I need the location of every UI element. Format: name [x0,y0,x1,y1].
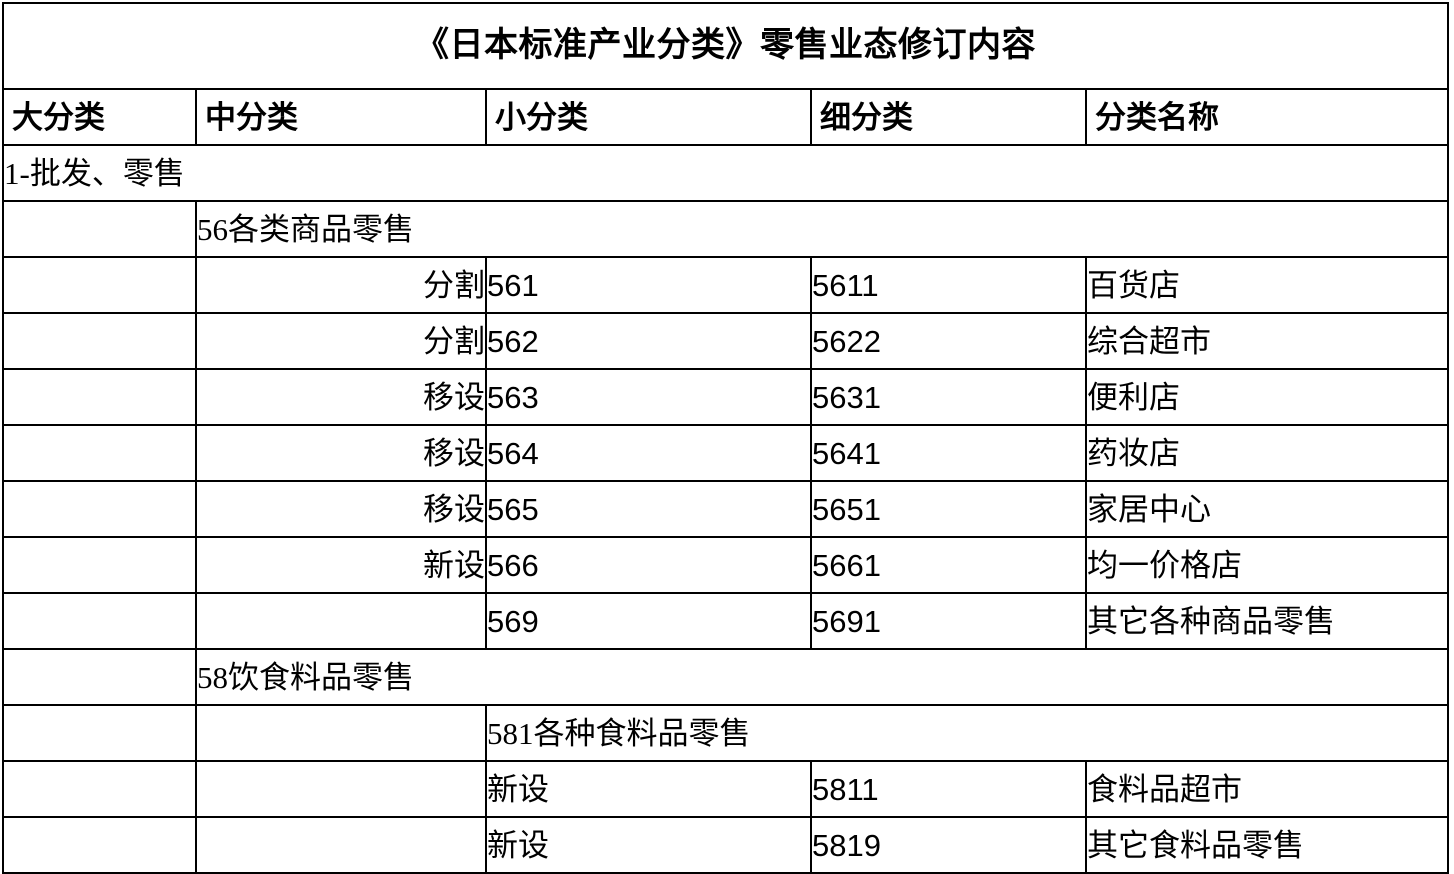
table-row: 移设 564 5641 药妆店 [2,424,1450,482]
cell-category-name: 其它食料品零售 [1084,816,1450,874]
column-header-daibunrui: 大分类 [2,88,197,146]
cell-saibunrui: 5611 [810,256,1087,314]
table-row: 移设 563 5631 便利店 [2,368,1450,426]
cell-category-name: 其它各种商品零售 [1084,592,1450,650]
cell-shobunrui: 564 [485,424,812,482]
cell-chubunrui [195,816,487,874]
major-category-label: 1-批发、零售 [1,144,1450,202]
cell-daibunrui [2,704,197,762]
cell-shobunrui: 565 [485,480,812,538]
cell-saibunrui: 5622 [810,312,1087,370]
cell-chubunrui [195,704,487,762]
cell-category-name: 药妆店 [1084,424,1450,482]
cell-daibunrui [2,200,197,258]
table-row: 分割 562 5622 综合超市 [2,312,1450,370]
table-row: 分割 561 5611 百货店 [2,256,1450,314]
cell-daibunrui [2,312,197,370]
table-row-major-category: 1-批发、零售 [1,144,1450,202]
cell-category-name: 食料品超市 [1084,760,1450,818]
column-header-saibunrui: 细分类 [810,88,1087,146]
cell-category-name: 便利店 [1084,368,1450,426]
table-title: 《日本标准产业分类》零售业态修订内容 [1,2,1450,90]
cell-saibunrui: 5641 [810,424,1087,482]
cell-daibunrui [2,592,197,650]
cell-shobunrui: 566 [485,536,812,594]
cell-shobunrui: 新设 [485,760,812,818]
cell-saibunrui: 5819 [810,816,1087,874]
cell-daibunrui [2,480,197,538]
cell-shobunrui: 563 [485,368,812,426]
table-row-group-581: 581各种食料品零售 [2,704,1450,762]
cell-chubunrui [195,592,487,650]
cell-chubunrui: 移设 [195,424,487,482]
cell-daibunrui [2,536,197,594]
cell-chubunrui: 新设 [195,536,487,594]
column-header-chubunrui: 中分类 [195,88,487,146]
cell-saibunrui: 5631 [810,368,1087,426]
cell-shobunrui: 562 [485,312,812,370]
cell-chubunrui: 移设 [195,480,487,538]
cell-saibunrui: 5651 [810,480,1087,538]
cell-shobunrui: 新设 [485,816,812,874]
column-header-name: 分类名称 [1084,88,1450,146]
cell-chubunrui: 分割 [195,312,487,370]
cell-chubunrui: 分割 [195,256,487,314]
table-row-group-58: 58饮食料品零售 [2,648,1450,706]
cell-daibunrui [2,424,197,482]
cell-daibunrui [2,760,197,818]
cell-chubunrui: 移设 [195,368,487,426]
cell-daibunrui [2,256,197,314]
cell-shobunrui: 569 [485,592,812,650]
table-title-row: 《日本标准产业分类》零售业态修订内容 [1,2,1450,90]
group-label-56: 56各类商品零售 [194,200,1450,258]
cell-saibunrui: 5691 [810,592,1087,650]
table-row: 569 5691 其它各种商品零售 [2,592,1450,650]
cell-daibunrui [2,816,197,874]
cell-category-name: 家居中心 [1084,480,1450,538]
cell-daibunrui [2,648,197,706]
cell-category-name: 综合超市 [1084,312,1450,370]
column-header-shobunrui: 小分类 [485,88,812,146]
cell-saibunrui: 5661 [810,536,1087,594]
table-header-row: 大分类 中分类 小分类 细分类 分类名称 [2,88,1450,146]
cell-category-name: 均一价格店 [1084,536,1450,594]
cell-daibunrui [2,368,197,426]
table-row: 新设 566 5661 均一价格店 [2,536,1450,594]
cell-saibunrui: 5811 [810,760,1087,818]
group-label-58: 58饮食料品零售 [194,648,1450,706]
cell-chubunrui [195,760,487,818]
cell-shobunrui: 561 [485,256,812,314]
table-row: 新设 5811 食料品超市 [2,760,1450,818]
cell-category-name: 百货店 [1084,256,1450,314]
table-row-group-56: 56各类商品零售 [2,200,1450,258]
group-label-581: 581各种食料品零售 [484,704,1450,762]
table-row: 移设 565 5651 家居中心 [2,480,1450,538]
table-row: 新设 5819 其它食料品零售 [2,816,1450,874]
